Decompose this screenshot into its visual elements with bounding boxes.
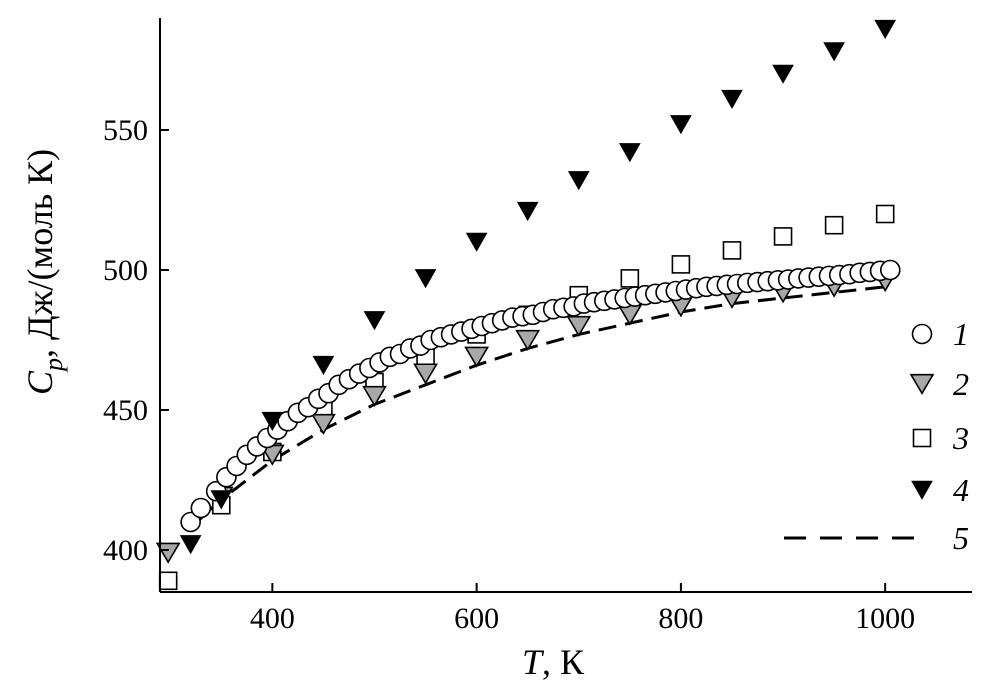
series-3 — [158, 204, 895, 591]
series-2-point — [464, 346, 490, 368]
y-tick-label: 550 — [103, 114, 148, 147]
plot-marks — [155, 19, 901, 591]
series-4-point — [465, 232, 488, 252]
series-4-point — [179, 535, 202, 555]
series-4-point — [874, 19, 897, 40]
series-4-point — [772, 64, 794, 84]
series-4-point — [363, 311, 386, 331]
series-4-point — [414, 269, 437, 289]
series-3-point — [158, 571, 178, 591]
x-tick-label: 400 — [250, 602, 295, 635]
axes: 400 600 800 1000 400 450 500 550 — [103, 18, 972, 635]
series-3-point — [620, 269, 640, 288]
series-4-point — [516, 201, 539, 222]
legend-item-3: 3 — [912, 420, 969, 456]
series-3-point — [824, 215, 844, 235]
x-tick-label: 600 — [454, 602, 499, 635]
x-axis-title: T, К — [522, 642, 585, 682]
legend-label-5: 5 — [953, 520, 969, 556]
legend-label-3: 3 — [952, 420, 969, 456]
series-4-point — [567, 171, 590, 191]
series-4-point — [312, 355, 335, 376]
legend-item-1: 1 — [911, 316, 969, 352]
legend-label-4: 4 — [953, 472, 969, 508]
series-4-point — [721, 89, 743, 110]
x-tick-label: 1000 — [855, 602, 915, 635]
y-axis-variable: C — [20, 370, 60, 395]
series-4-point — [210, 490, 233, 510]
legend-label-1: 1 — [953, 316, 969, 352]
ticks: 400 600 800 1000 400 450 500 550 — [103, 114, 915, 635]
series-2-point — [311, 413, 336, 435]
legend-marker-1 — [911, 323, 933, 345]
legend-item-4: 4 — [911, 472, 969, 508]
legend: 1 2 3 4 5 — [784, 316, 969, 556]
series-2-point — [413, 363, 438, 385]
series-3-point — [875, 204, 895, 224]
series-4-point — [261, 411, 284, 432]
series-4-point — [618, 143, 641, 163]
series-2-point — [362, 385, 387, 407]
series-2-point — [155, 542, 181, 564]
series-2-point — [515, 329, 541, 351]
series-1 — [180, 259, 901, 533]
y-tick-label: 500 — [103, 254, 148, 287]
legend-label-2: 2 — [953, 366, 969, 402]
x-axis-variable: T — [522, 642, 545, 682]
legend-marker-4 — [911, 480, 933, 500]
series-4 — [179, 19, 897, 555]
series-3-point — [671, 255, 691, 274]
legend-item-2: 2 — [909, 366, 969, 402]
series-2-point — [566, 315, 592, 337]
y-axis-unit: , Дж/(моль К) — [20, 149, 60, 358]
series-1-point — [879, 259, 901, 281]
legend-item-5: 5 — [784, 520, 969, 556]
series-4-point — [670, 115, 692, 135]
y-axis-subscript: p — [39, 358, 68, 373]
y-tick-label: 400 — [103, 534, 148, 567]
series-1-point — [190, 497, 212, 519]
y-axis-title: Cp, Дж/(моль К) — [20, 149, 68, 395]
series-4-point — [823, 42, 845, 62]
series-3-point — [773, 227, 793, 246]
series-3-point — [722, 241, 742, 260]
y-tick-label: 450 — [103, 394, 148, 427]
legend-marker-3 — [912, 428, 932, 448]
series-1-point — [180, 511, 201, 533]
x-tick-label: 800 — [658, 602, 703, 635]
x-axis-unit: , К — [542, 642, 585, 682]
legend-marker-2 — [909, 373, 935, 395]
